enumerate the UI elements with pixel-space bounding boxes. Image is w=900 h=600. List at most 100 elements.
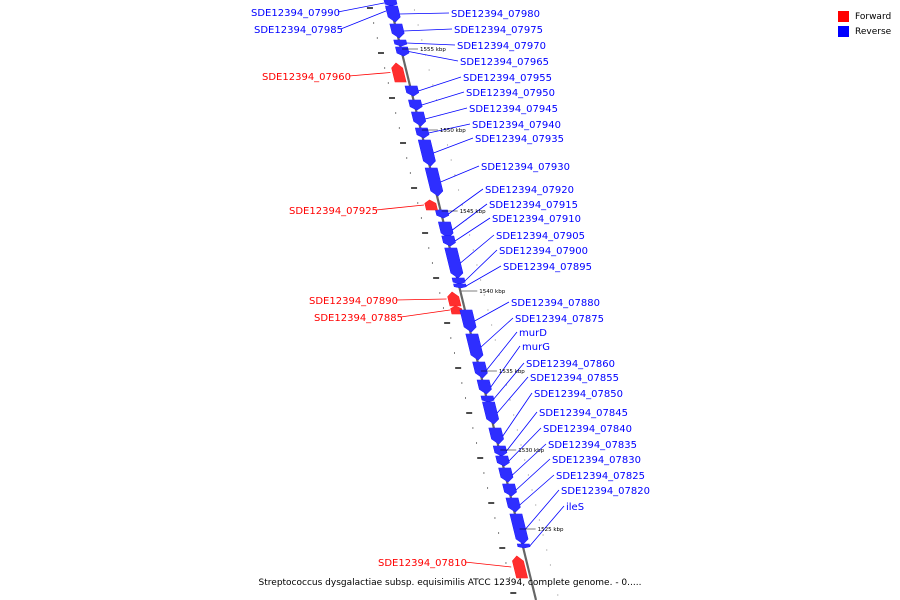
gene-highlight [477,380,492,394]
gene-label[interactable]: SDE12394_07840 [543,424,632,435]
gene-SDE12394_07940[interactable]: SDE12394_07940 [414,120,561,139]
gene-highlight [411,112,426,126]
gene-highlight [418,140,436,166]
gene-label[interactable]: SDE12394_07885 [314,313,403,324]
gene-shape [512,555,528,579]
gene-label[interactable]: SDE12394_07915 [489,200,578,211]
gene-label[interactable]: SDE12394_07935 [475,134,564,145]
gene-highlight [438,222,454,238]
gene-label[interactable]: SDE12394_07890 [309,296,398,307]
gene-label[interactable]: SDE12394_07975 [454,25,543,36]
gene-highlight [435,210,449,218]
gene-SDE12394_07955[interactable]: SDE12394_07955 [404,73,552,97]
gene-SDE12394_07935[interactable]: SDE12394_07935 [417,134,564,167]
gene-SDE12394_07980[interactable]: SDE12394_07980 [385,5,540,23]
gene-SDE12394_07875[interactable]: SDE12394_07875 [465,314,604,361]
gene-SDE12394_07990[interactable]: SDE12394_07990 [251,0,398,19]
gene-leader [515,458,551,491]
scale-tick-label: 1535 kbp [499,369,525,375]
gene-label[interactable]: SDE12394_07945 [469,104,558,115]
gene-shape [435,209,450,219]
gene-SDE12394_07820[interactable]: SDE12394_07820 [509,486,650,545]
gene-SDE12394_07950[interactable]: SDE12394_07950 [408,88,556,111]
gene-highlight [441,236,456,246]
gene-label[interactable]: SDE12394_07940 [472,120,561,131]
gene-SDE12394_07945[interactable]: SDE12394_07945 [411,104,558,127]
gene-leader [454,217,491,242]
gene-label[interactable]: SDE12394_07835 [548,440,637,451]
gene-label[interactable]: SDE12394_07955 [463,73,552,84]
gene-label[interactable]: murG [522,342,550,353]
gene-SDE12394_07880[interactable]: SDE12394_07880 [459,298,600,333]
gene-label[interactable]: ileS [566,502,584,513]
gene-SDE12394_07895[interactable]: SDE12394_07895 [453,262,592,289]
gene-SDE12394_07835[interactable]: SDE12394_07835 [498,440,637,483]
gene-SDE12394_07810[interactable]: SDE12394_07810 [378,555,528,579]
gene-highlight [444,248,463,278]
gene-ileS[interactable]: ileS [516,502,584,549]
gene-label[interactable]: SDE12394_07950 [466,88,555,99]
gene-leader [452,203,488,231]
gene-label[interactable]: SDE12394_07810 [378,558,467,569]
scale-ticks: 1555 kbp 1550 kbp 1545 kbp 1540 kbp 1535 kbp… [402,47,564,533]
gene-shape [516,543,531,549]
gene-SDE12394_07840[interactable]: SDE12394_07840 [495,424,632,467]
gene-SDE12394_07845[interactable]: SDE12394_07845 [492,408,628,457]
gene-highlight [424,200,438,210]
gene-label[interactable]: SDE12394_07920 [485,185,574,196]
gene-label[interactable]: SDE12394_07965 [460,57,549,68]
gene-label[interactable]: SDE12394_07825 [556,471,645,482]
gene-SDE12394_07885[interactable]: SDE12394_07885 [314,305,464,324]
gene-leader [337,2,385,13]
gene-murG[interactable]: murG [476,342,550,395]
gene-SDE12394_07860[interactable]: SDE12394_07860 [480,359,615,403]
gene-label[interactable]: SDE12394_07960 [262,72,351,83]
gene-SDE12394_07920[interactable]: SDE12394_07920 [435,185,574,219]
gene-label[interactable]: SDE12394_07900 [499,246,588,257]
gene-label[interactable]: SDE12394_07845 [539,408,628,419]
gene-label[interactable]: SDE12394_07850 [534,389,623,400]
gene-murD[interactable]: murD [472,328,548,379]
gene-shape [404,85,420,97]
gene-leader [428,123,471,134]
gene-label[interactable]: SDE12394_07875 [515,314,604,325]
gene-label[interactable]: SDE12394_07895 [503,262,592,273]
gene-SDE12394_07970[interactable]: SDE12394_07970 [393,39,546,52]
gene-label[interactable]: SDE12394_07980 [451,9,540,20]
gene-label[interactable]: SDE12394_07910 [492,214,581,225]
gene-SDE12394_07850[interactable]: SDE12394_07850 [488,389,623,445]
gene-label[interactable]: murD [519,328,547,339]
gene-shape [444,247,464,279]
gene-label[interactable]: SDE12394_07860 [526,359,615,370]
gene-SDE12394_07910[interactable]: SDE12394_07910 [441,214,581,247]
gene-leader [502,392,533,437]
gene-SDE12394_07960[interactable]: SDE12394_07960 [262,62,407,83]
scale-tick-label: 1530 kbp [518,448,544,454]
gene-SDE12394_07825[interactable]: SDE12394_07825 [505,471,645,513]
gene-SDE12394_07930[interactable]: SDE12394_07930 [424,162,570,197]
gene-highlight [384,0,397,6]
gene-highlight [450,306,463,314]
gene-label[interactable]: SDE12394_07830 [552,455,641,466]
gene-label[interactable]: SDE12394_07880 [511,298,600,309]
gene-SDE12394_07905[interactable]: SDE12394_07905 [444,231,585,279]
gene-label[interactable]: SDE12394_07925 [289,206,378,217]
gene-SDE12394_07975[interactable]: SDE12394_07975 [389,23,543,39]
gene-leader [348,72,391,77]
gene-highlight [512,556,528,578]
gene-label[interactable]: SDE12394_07820 [561,486,650,497]
gene-SDE12394_07925[interactable]: SDE12394_07925 [289,199,438,217]
gene-label[interactable]: SDE12394_07930 [481,162,570,173]
gene-label[interactable]: SDE12394_07985 [254,25,343,36]
gene-SDE12394_07890[interactable]: SDE12394_07890 [309,291,462,307]
gene-SDE12394_07830[interactable]: SDE12394_07830 [502,455,641,497]
reverse-swatch [838,26,849,37]
gene-label[interactable]: SDE12394_07905 [496,231,585,242]
gene-label[interactable]: SDE12394_07855 [530,373,619,384]
gene-label[interactable]: SDE12394_07970 [457,41,546,52]
gene-SDE12394_07900[interactable]: SDE12394_07900 [451,246,588,285]
gene-shape [459,309,477,333]
gene-SDE12394_07855[interactable]: SDE12394_07855 [482,373,619,425]
gene-SDE12394_07915[interactable]: SDE12394_07915 [438,200,578,239]
gene-label[interactable]: SDE12394_07990 [251,8,340,19]
